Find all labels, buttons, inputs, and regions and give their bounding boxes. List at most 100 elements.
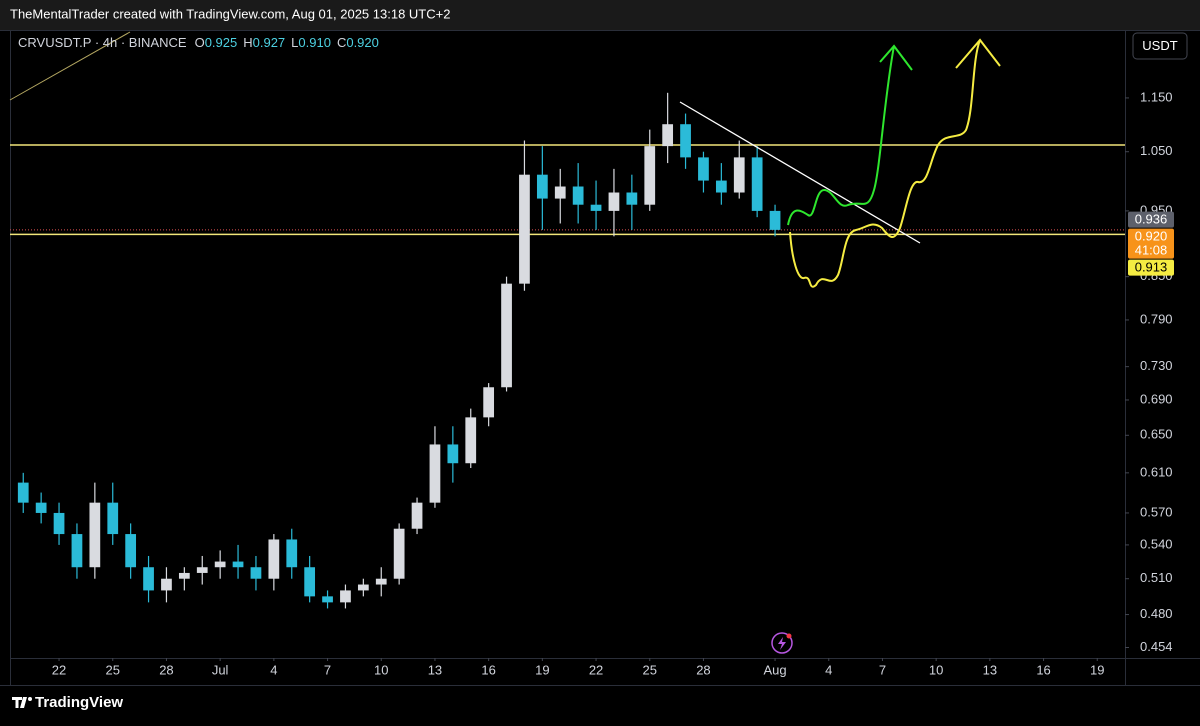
candle-body [71,534,83,568]
logo-mark [28,697,32,701]
symbol-legend: CRVUSDT.P · 4h · BINANCE O0.925 H0.927 L0.9… [18,35,379,50]
candle-body [411,502,423,529]
x-tick-label: 13 [428,662,442,677]
candle-body [590,204,602,211]
candle-body [769,210,781,230]
candle-body [161,578,172,591]
candle-body [644,146,656,205]
candle-body [751,157,763,211]
x-tick-label: 4 [825,662,832,677]
price-countdown: 41:08 [1135,243,1168,258]
alert-icon-bolt [778,637,786,650]
x-tick-label: 7 [879,662,886,677]
candle-body [178,572,190,579]
candle-body [375,578,387,585]
y-tick-label: 0.480 [1140,606,1173,621]
candle-body [357,584,369,591]
y-tick-label: 0.540 [1140,536,1173,551]
candle-body [733,157,745,193]
price-badge [1128,211,1174,228]
x-tick-label: 10 [929,662,943,677]
candle-body [572,186,584,205]
drawing-line [9,31,131,101]
ohlc-value: 0.925 [205,35,238,50]
header-bar [0,0,1200,30]
x-tick-label: 28 [696,662,710,677]
x-tick-label: 7 [324,662,331,677]
y-tick-label: 0.650 [1140,427,1173,442]
candle-body [626,192,638,205]
candle-body [304,567,316,597]
candle-body [286,539,298,568]
candle-body [250,567,262,579]
x-tick-label: 10 [374,662,388,677]
candle-body [35,502,47,513]
price-badge [1128,228,1174,259]
candle-body [143,567,154,591]
x-tick-label: 22 [589,662,603,677]
candle-body [17,482,29,503]
candle-body [501,283,512,388]
y-tick-label: 0.730 [1140,358,1173,373]
x-tick-label: 25 [106,662,120,677]
y-tick-label: 1.050 [1140,143,1173,158]
alert-dot [786,633,792,639]
x-tick-label: 16 [1036,662,1050,677]
candle-body [698,157,709,181]
ohlc-value: 0.920 [346,35,379,50]
projection-yellow [789,38,1001,288]
ohlc-key: L [291,35,298,50]
currency-label: USDT [1142,38,1177,53]
candle-body [125,534,137,568]
currency-button[interactable] [1132,32,1188,60]
footer-logo: TradingView [35,694,123,711]
candle-body [447,444,459,464]
x-tick-label: 16 [481,662,495,677]
x-tick-label: 4 [270,662,277,677]
candle-body [536,174,548,199]
candle-body [196,567,208,573]
price-badge-label: 0.936 [1135,212,1168,227]
candle-body [662,124,674,147]
candle-body [483,387,495,418]
candle-body [214,561,226,568]
symbol: CRVUSDT.P · 4h · BINANCE [18,35,187,50]
candle-body [340,590,351,603]
candle-body [322,596,333,603]
y-tick-label: 0.510 [1140,570,1173,585]
y-tick-label: 1.150 [1140,89,1173,104]
price-badge-label: 0.920 [1135,229,1168,244]
candle-body [53,512,65,535]
y-tick-label: 0.790 [1140,311,1173,326]
candle-body [715,180,727,193]
trend-line [679,101,921,244]
x-tick-label: 28 [159,662,173,677]
candle-body [465,417,477,464]
candle-body [232,561,244,568]
candle-body [393,528,405,579]
ohlc-key: C [337,35,346,50]
y-tick-label: 0.690 [1140,391,1173,406]
candle-body [680,124,691,158]
x-tick-label: 19 [1090,662,1104,677]
candle-body [107,502,119,535]
ohlc-value: 0.927 [253,35,286,50]
x-tick-label: 13 [983,662,997,677]
x-tick-label: Aug [763,662,786,677]
candle-body [268,539,280,579]
candle-body [554,186,566,199]
projection-green [787,44,913,226]
alert-icon[interactable] [771,632,793,654]
y-tick-label: 0.454 [1140,639,1173,654]
candle-body [608,192,620,211]
candle-body [429,444,441,503]
ohlc-key: O [195,35,205,50]
candle-body [519,174,530,284]
ohlc-value: 0.910 [298,35,331,50]
ohlc-key: H [243,35,252,50]
x-tick-label: 19 [535,662,549,677]
x-tick-label: 25 [643,662,657,677]
logo-mark [12,697,27,708]
